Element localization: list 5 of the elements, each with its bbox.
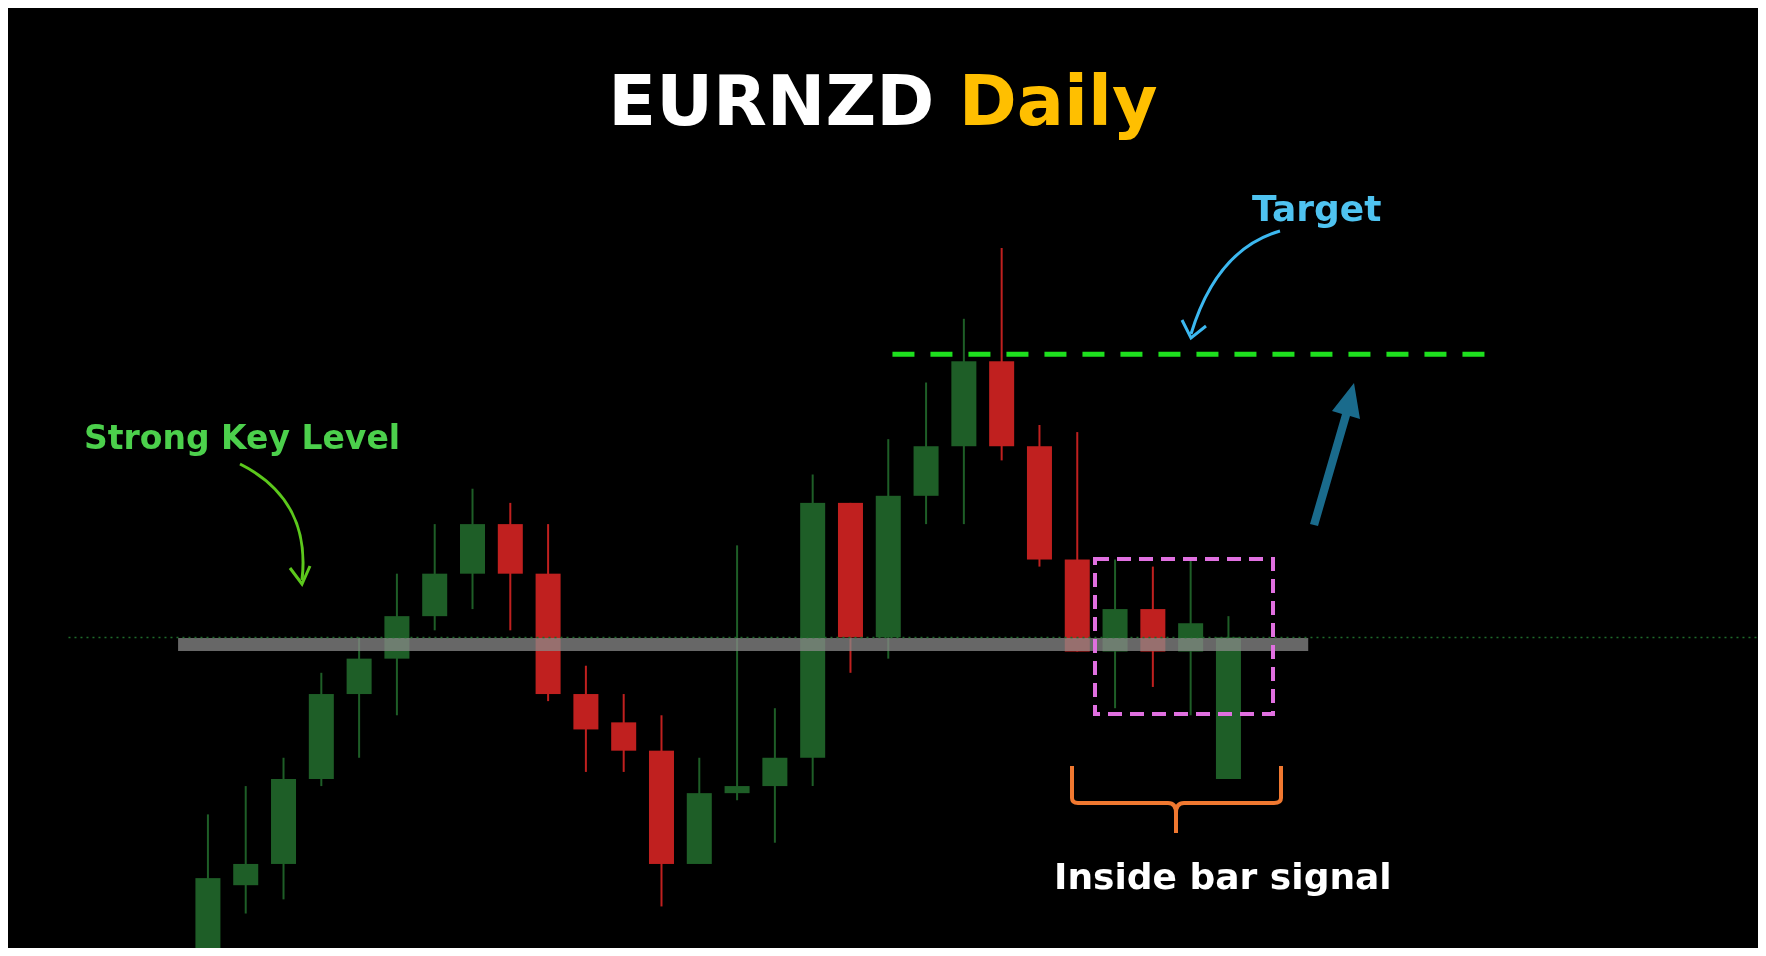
text: Target — [1252, 188, 1382, 229]
candlestick — [724, 544, 750, 802]
chart-title: EURNZD Daily — [608, 60, 1158, 142]
annotation: Inside bar signal — [1054, 856, 1392, 897]
annotation: Strong Key Level — [84, 418, 401, 457]
